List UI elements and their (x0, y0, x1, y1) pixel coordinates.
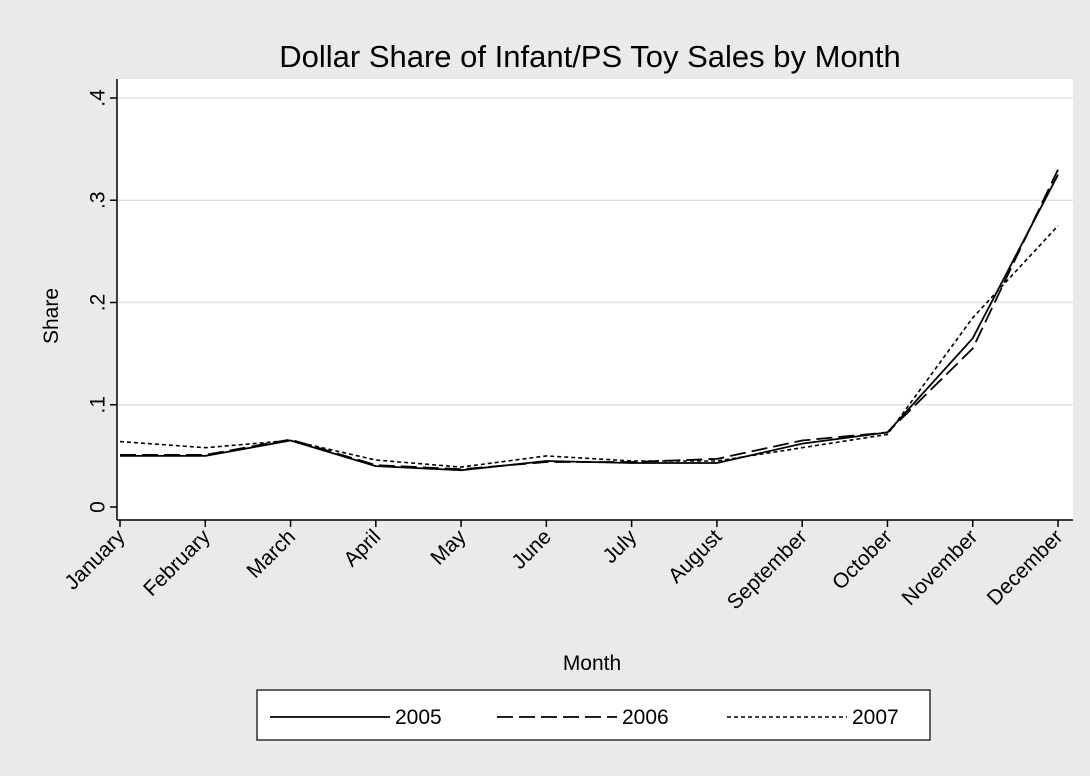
legend-label: 2005 (395, 706, 442, 729)
series-lines (119, 169, 1059, 472)
series-line-2007 (119, 225, 1059, 468)
legend-label: 2006 (622, 706, 669, 729)
legend-box (256, 689, 931, 741)
legend-label: 2007 (852, 706, 899, 729)
y-tick-label: .3 (87, 191, 110, 209)
y-tick-label: .1 (87, 396, 110, 414)
y-tick-label: .2 (87, 294, 110, 312)
x-axis-label: Month (563, 652, 621, 675)
legend: 2005 2006 2007 (256, 689, 931, 741)
plot-area-background (117, 79, 1073, 520)
chart-title: Dollar Share of Infant/PS Toy Sales by M… (279, 39, 900, 74)
y-tick-label: 0 (87, 501, 110, 513)
y-tick-label: .4 (87, 89, 110, 107)
gridlines (118, 97, 1073, 406)
y-axis-label: Share (40, 288, 63, 344)
